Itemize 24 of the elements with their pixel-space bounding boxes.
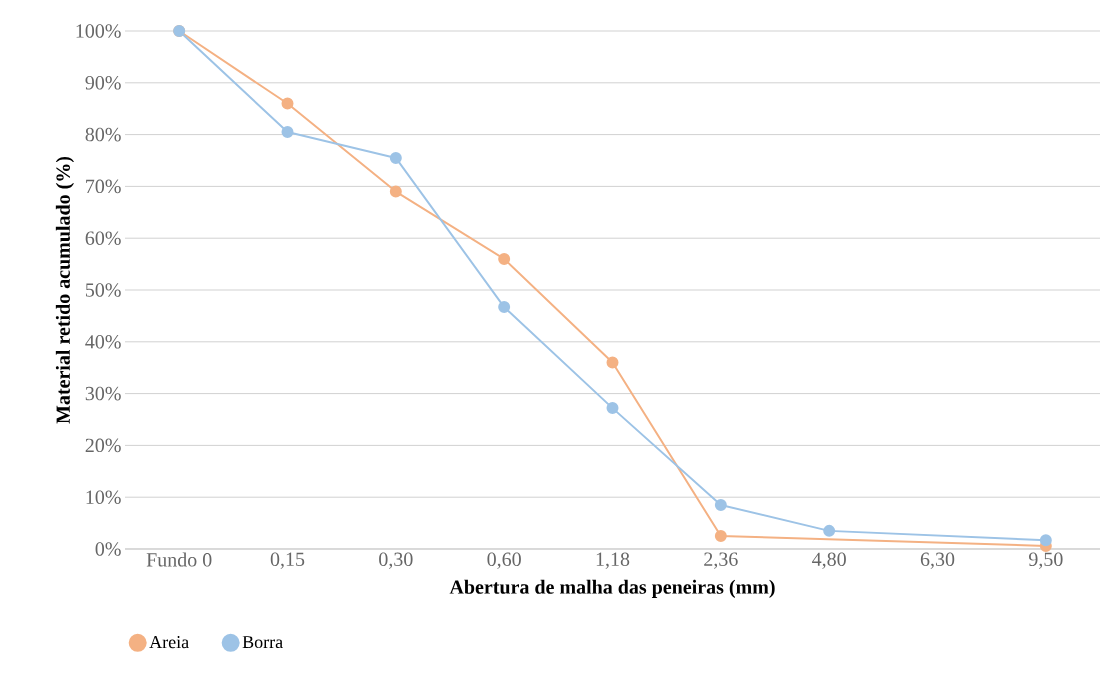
- y-tick-label: 10%: [86, 490, 121, 504]
- x-tick-label: 0,15: [270, 552, 305, 569]
- y-tick-label: 80%: [85, 127, 121, 142]
- y-tick-label: 0%: [95, 542, 121, 556]
- y-tick-label: 90%: [85, 76, 121, 90]
- x-tick-label: 9,50: [1028, 552, 1063, 569]
- y-tick-label: 100%: [76, 24, 121, 38]
- y-tick-label: 50%: [85, 283, 121, 297]
- x-tick-label: Fundo 0: [146, 552, 212, 567]
- x-axis-title: Abertura de malha das peneiras (mm): [449, 579, 775, 598]
- y-tick-label: 70%: [86, 179, 121, 194]
- legend-label: Borra: [242, 636, 283, 649]
- x-tick-label: 4,80: [812, 552, 846, 569]
- x-tick-label: 0,60: [487, 552, 521, 569]
- x-tick-label: 0,30: [379, 552, 413, 569]
- x-tick-label: 2,36: [704, 552, 738, 569]
- x-tick-label: 6,30: [920, 552, 955, 569]
- y-tick-label: 30%: [85, 386, 121, 401]
- x-tick-label: 1,18: [596, 552, 630, 569]
- y-tick-label: 60%: [85, 231, 121, 245]
- y-tick-label: 40%: [85, 335, 121, 349]
- legend-label: Areia: [149, 636, 189, 649]
- y-axis-title: Material retido acumulado (%): [55, 156, 74, 424]
- y-tick-label: 20%: [85, 438, 121, 453]
